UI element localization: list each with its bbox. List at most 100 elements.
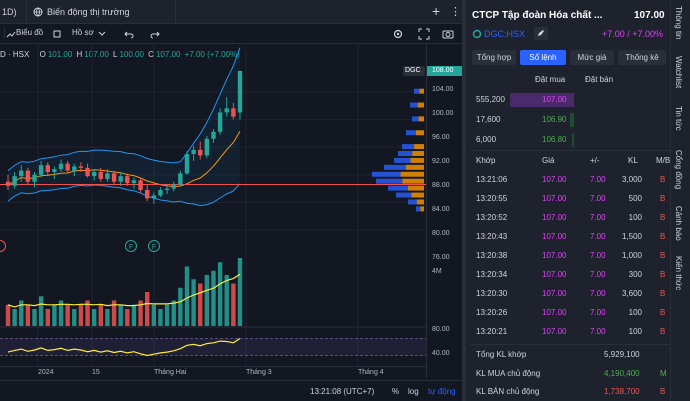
- side-tab-news[interactable]: Tin tức: [674, 106, 683, 131]
- trade-change: 7.00: [590, 232, 606, 241]
- volume-profile-bar: [388, 185, 408, 191]
- tab-statistics[interactable]: Thống kê: [618, 50, 666, 65]
- candle-body: [58, 163, 64, 170]
- col-side: M/B: [656, 156, 671, 165]
- chart-type-icon[interactable]: [6, 29, 16, 39]
- trade-row[interactable]: 13:20:43 107.00 7.00 1,500 B: [470, 227, 670, 247]
- trade-change: 7.00: [590, 175, 606, 184]
- trade-time: 13:20:38: [476, 251, 508, 260]
- side-tab-watchlist[interactable]: Watchlist: [674, 56, 683, 89]
- trade-vol: 1,500: [621, 232, 642, 241]
- candle-body: [138, 180, 143, 190]
- bid-header: Đặt mua: [535, 75, 566, 84]
- trade-row[interactable]: 13:20:34 107.00 7.00 300 B: [470, 265, 670, 285]
- trade-time: 13:20:21: [476, 327, 508, 336]
- price-tick: 92.00: [432, 158, 450, 165]
- side-tab-learning[interactable]: Kiến thức: [674, 256, 683, 291]
- camera-icon[interactable]: [442, 28, 454, 40]
- trade-row[interactable]: 13:20:55 107.00 7.00 500 B: [470, 189, 670, 209]
- percent-toggle[interactable]: %: [392, 387, 400, 396]
- auto-toggle[interactable]: tự động: [428, 387, 456, 396]
- col-change: +/-: [590, 156, 600, 165]
- bid-depth-bar: [572, 133, 574, 147]
- redo-icon[interactable]: [150, 29, 160, 39]
- book-row[interactable]: 555,200 107.00: [470, 90, 670, 110]
- trade-price: 107.00: [542, 232, 567, 241]
- lower-band-line: [7, 183, 241, 207]
- log-toggle[interactable]: log: [408, 387, 419, 396]
- chevron-down-icon[interactable]: [98, 30, 106, 38]
- volume-profile-bar: [411, 192, 424, 198]
- volume-profile-bar: [402, 178, 424, 184]
- trade-row[interactable]: 13:20:30 107.00 7.00 3,600 B: [470, 284, 670, 304]
- side-tab-alerts[interactable]: Cảnh báo: [674, 206, 683, 241]
- trades-header: Khớp Giá +/- KL M/B: [470, 150, 670, 170]
- ticker-label[interactable]: DGC:HSX: [484, 29, 526, 39]
- chart-button[interactable]: Biểu đồ: [16, 28, 44, 37]
- trade-row[interactable]: 13:20:21 107.00 7.00 100 B: [470, 322, 670, 342]
- candle-body: [25, 170, 31, 182]
- time-tick: Tháng 4: [358, 369, 384, 376]
- candle-body: [85, 167, 90, 177]
- side-tab-community[interactable]: Cổng đồng: [674, 150, 683, 190]
- volume-bar: [217, 262, 223, 326]
- volume-bar: [91, 309, 97, 326]
- trade-row[interactable]: 13:20:38 107.00 7.00 1,000 B: [470, 246, 670, 266]
- book-row[interactable]: 17,600 106.90: [470, 110, 670, 130]
- tab-order-book[interactable]: Sổ lệnh: [520, 50, 566, 65]
- candle-body: [151, 195, 157, 199]
- rsi-line: [7, 337, 241, 357]
- volume-tick: 4M: [432, 268, 442, 275]
- volume-profile-bar: [412, 116, 419, 122]
- col-time: Khớp: [476, 156, 496, 165]
- rsi-tick: 80.00: [432, 326, 450, 333]
- candle-body: [224, 108, 229, 113]
- edit-button[interactable]: [534, 27, 548, 40]
- price-tick: 84.00: [432, 206, 450, 213]
- book-row[interactable]: 6,000 106.80: [470, 130, 670, 150]
- trade-time: 13:20:30: [476, 289, 508, 298]
- trade-side: B: [660, 289, 666, 298]
- volume-bar: [45, 309, 50, 326]
- fullscreen-icon[interactable]: [418, 28, 430, 40]
- trade-side: B: [660, 213, 666, 222]
- candle-body: [237, 70, 243, 113]
- candle-body: [125, 176, 130, 184]
- volume-profile-bar: [408, 199, 417, 205]
- trade-row[interactable]: 13:21:06 107.00 7.00 3,000 B: [470, 170, 670, 190]
- volume-bar: [19, 300, 24, 326]
- active-sell-label: KL BÁN chủ động: [476, 387, 540, 396]
- side-tab-info[interactable]: Thông tin: [674, 6, 683, 40]
- status-bar: 13:21:08 (UTC+7) % log tự động: [0, 380, 462, 401]
- tab-market[interactable]: Biến động thị trường: [26, 0, 176, 24]
- add-tab-button[interactable]: +: [432, 3, 441, 19]
- trade-row[interactable]: 13:20:52 107.00 7.00 100 B: [470, 208, 670, 228]
- candle-body: [191, 149, 196, 154]
- symbol-label[interactable]: D · HSX: [0, 50, 30, 59]
- low-key: L: [113, 50, 118, 59]
- trade-row[interactable]: 13:20:26 107.00 7.00 100 B: [470, 303, 670, 323]
- more-menu-icon[interactable]: ⋮: [450, 6, 461, 18]
- status-dot-icon: [472, 29, 482, 39]
- tab-price-levels[interactable]: Mức giá: [570, 50, 614, 65]
- tab-summary[interactable]: Tổng hợp: [472, 50, 516, 65]
- volume-profile-bar: [419, 88, 424, 94]
- profile-button[interactable]: Hồ sơ: [72, 28, 94, 37]
- volume-bar: [98, 304, 103, 326]
- volume-bar: [125, 309, 130, 326]
- volume-bar: [111, 300, 117, 326]
- volume-profile-bar: [402, 144, 415, 150]
- tab-chart-partial[interactable]: 1D): [2, 7, 17, 17]
- chart-settings-icon[interactable]: [52, 29, 62, 39]
- trade-change: 7.00: [590, 270, 606, 279]
- time-axis[interactable]: 2024 15 Tháng Hai Tháng 3 Tháng 4: [0, 366, 426, 378]
- volume-bar: [158, 309, 163, 326]
- price-axis[interactable]: DGC 108.00 104.00 100.00 96.00 92.00 88.…: [403, 44, 463, 378]
- undo-icon[interactable]: [124, 29, 134, 39]
- volume-profile-bar: [414, 144, 424, 150]
- volume-bar: [65, 304, 70, 326]
- volume-profile-bar: [406, 164, 424, 170]
- high-key: H: [76, 50, 83, 59]
- gear-icon[interactable]: [392, 28, 404, 40]
